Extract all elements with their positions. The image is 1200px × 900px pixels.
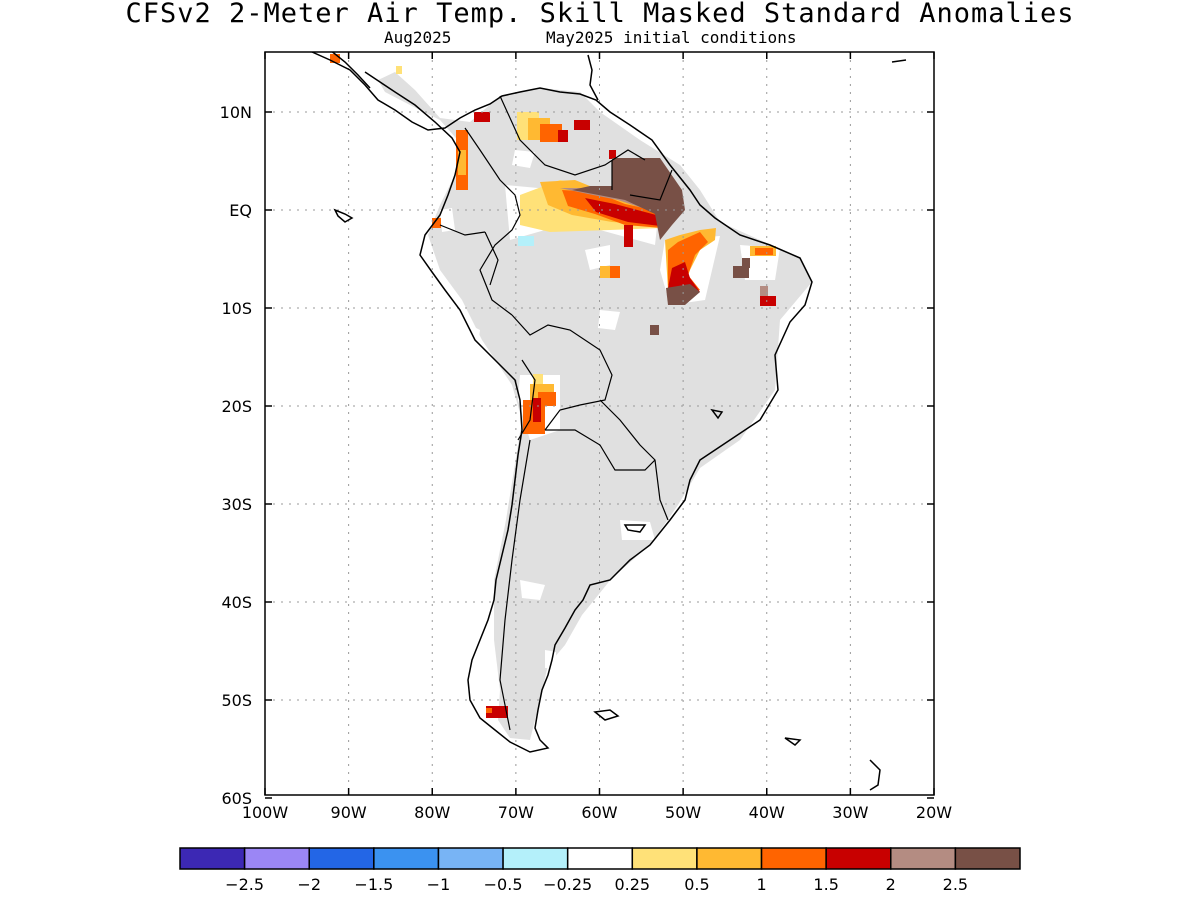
lon-tick-label: 80W xyxy=(414,803,450,822)
lon-tick-label: 50W xyxy=(665,803,701,822)
colorbar-label: 1 xyxy=(756,875,766,894)
mask-hole xyxy=(468,325,480,345)
colorbar-label: −2.5 xyxy=(225,875,264,894)
lon-axis: 100W 90W 80W 70W 60W 50W 40W 30W 20W xyxy=(242,52,952,822)
coastline xyxy=(311,52,813,753)
colorbar-label: 0.25 xyxy=(614,875,650,894)
islands xyxy=(333,59,907,791)
colorbar-label: −1 xyxy=(427,875,451,894)
anomaly-patches xyxy=(330,54,776,718)
colorbar-swatch xyxy=(243,847,310,870)
lat-tick-label: 60S xyxy=(221,789,252,808)
colorbar-label: −1.5 xyxy=(354,875,393,894)
colorbar-swatch xyxy=(308,847,375,870)
colorbar-swatch xyxy=(696,847,763,870)
mask-hole xyxy=(520,580,545,600)
lon-tick-label: 30W xyxy=(832,803,868,822)
colorbar-swatch xyxy=(179,847,246,870)
colorbar-label: −0.5 xyxy=(484,875,523,894)
colorbar-swatch xyxy=(631,847,698,870)
lat-axis: 10N EQ 10S 20S 30S 40S 50S 60S xyxy=(220,103,934,808)
colorbar-swatch xyxy=(566,847,634,870)
lon-tick-label: 70W xyxy=(498,803,534,822)
colorbar-swatch xyxy=(437,847,504,870)
lat-tick-label: 10S xyxy=(221,299,252,318)
lat-tick-label: 50S xyxy=(221,691,252,710)
borders xyxy=(439,95,673,731)
mask-hole xyxy=(598,310,620,330)
colorbar-label: 0.5 xyxy=(684,875,709,894)
chart-title: CFSv2 2-Meter Air Temp. Skill Masked Sta… xyxy=(125,0,1075,29)
lat-tick-label: 40S xyxy=(221,593,252,612)
colorbar-swatch xyxy=(502,847,569,870)
colorbar-swatch xyxy=(373,847,440,870)
lat-tick-label: 30S xyxy=(221,495,252,514)
valid-month: Aug2025 xyxy=(384,28,452,47)
lon-tick-label: 90W xyxy=(331,803,367,822)
colorbar-swatch xyxy=(825,847,892,870)
colorbar-swatch xyxy=(954,847,1021,870)
lon-tick-label: 60W xyxy=(581,803,617,822)
colorbar-label: −2 xyxy=(297,875,321,894)
mask-hole xyxy=(585,245,610,270)
lat-tick-label: 10N xyxy=(220,103,252,122)
colorbar-swatch xyxy=(760,847,827,870)
lat-tick-label: EQ xyxy=(229,201,252,220)
colorbar-label: 1.5 xyxy=(813,875,838,894)
colorbar-label: 2.5 xyxy=(943,875,968,894)
colorbar-label: −0.25 xyxy=(543,875,592,894)
colorbar: −2.5 −2 −1.5 −1 −0.5 −0.25 0.25 0.5 1 1.5 2 2.5 xyxy=(179,847,1021,894)
lon-tick-label: 20W xyxy=(916,803,952,822)
lon-tick-label: 100W xyxy=(242,803,289,822)
colorbar-label: 2 xyxy=(886,875,896,894)
map-content xyxy=(265,52,934,795)
lon-tick-label: 40W xyxy=(749,803,785,822)
lat-tick-label: 20S xyxy=(221,397,252,416)
mask-hole xyxy=(620,520,655,540)
colorbar-swatch xyxy=(890,847,957,870)
mask-hole xyxy=(512,150,535,168)
init-conditions: May2025 initial conditions xyxy=(546,28,797,47)
